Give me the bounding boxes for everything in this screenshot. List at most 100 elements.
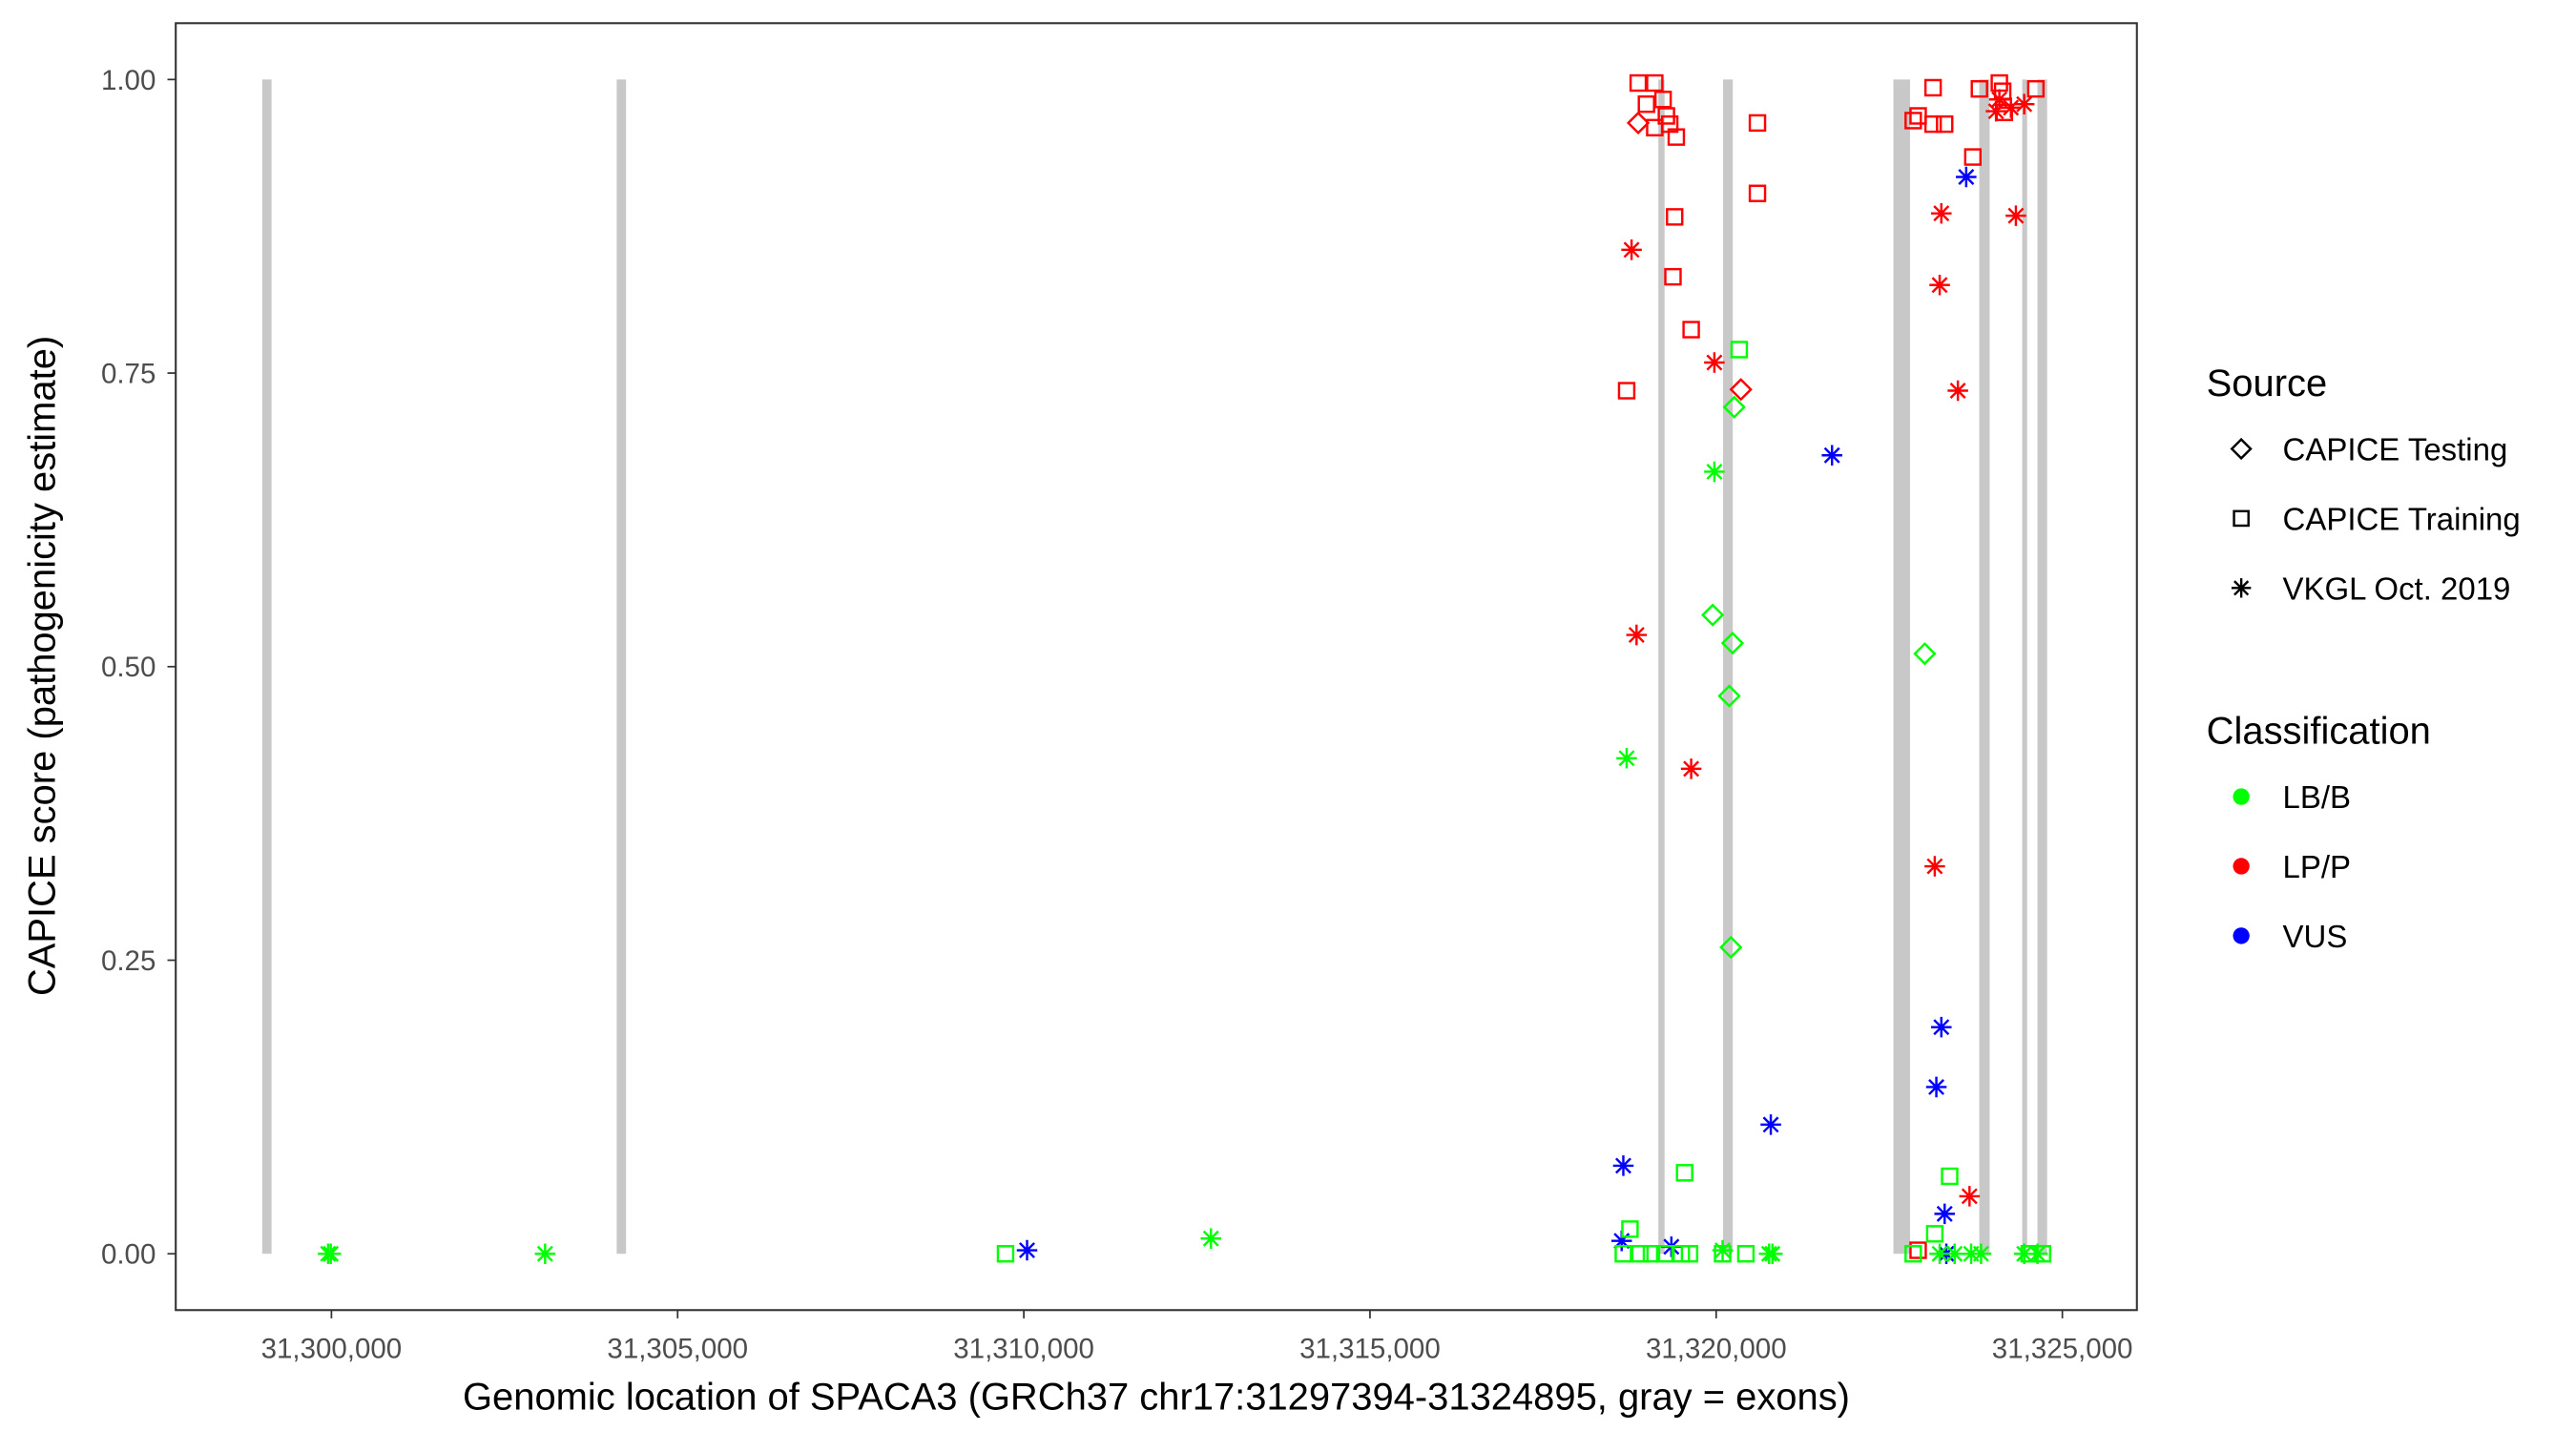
exon-band — [1658, 79, 1665, 1255]
diamond-marker — [1719, 935, 1743, 960]
square-marker — [1963, 148, 1983, 166]
plot-panel-background — [176, 23, 2137, 1311]
square-marker — [1629, 73, 1648, 93]
asterisk-marker — [1200, 1228, 1222, 1249]
square-marker — [1970, 79, 1988, 98]
asterisk-marker — [1988, 89, 2010, 111]
exon-band — [1979, 79, 1990, 1255]
data-point-vkgl — [1621, 239, 1642, 260]
square-marker — [1748, 114, 1767, 133]
diamond-marker — [1626, 111, 1651, 135]
data-point-vkgl — [1947, 380, 1968, 402]
legend-dot-icon — [2233, 858, 2250, 875]
legend-asterisk-icon — [2231, 578, 2252, 598]
square-marker — [1642, 1245, 1661, 1263]
data-point-testing — [1722, 395, 1746, 419]
data-point-training — [1655, 1245, 1674, 1263]
asterisk-marker — [1761, 1243, 1783, 1265]
data-point-vkgl — [2000, 97, 2022, 118]
asterisk-marker — [1760, 1114, 1781, 1135]
exon-band — [1893, 79, 1910, 1255]
data-point-vkgl — [1712, 1239, 1734, 1261]
square-marker — [1680, 1245, 1699, 1263]
asterisk-marker — [1956, 166, 1977, 188]
asterisk-marker — [2013, 1243, 2035, 1265]
data-point-vkgl — [1016, 1239, 1038, 1261]
asterisk-marker — [1610, 1230, 1632, 1252]
asterisk-marker — [1616, 748, 1637, 769]
x-axis-title: Genomic location of SPACA3 (GRCh37 chr17… — [463, 1376, 1850, 1418]
asterisk-marker — [1704, 461, 1725, 483]
data-point-training — [1682, 321, 1700, 339]
data-point-vkgl — [1200, 1228, 1222, 1249]
data-point-vkgl — [1704, 461, 1725, 483]
square-marker — [1666, 208, 1684, 226]
asterisk-marker — [1704, 352, 1725, 373]
data-point-vkgl — [1970, 1243, 1992, 1265]
square-marker — [1637, 94, 1655, 114]
asterisk-marker — [1947, 380, 1968, 402]
data-point-training — [1925, 1225, 1944, 1243]
data-point-vkgl — [1924, 856, 1945, 877]
asterisk-marker — [1821, 445, 1842, 466]
data-point-training — [1941, 1167, 1959, 1186]
square-marker — [1655, 1245, 1674, 1263]
data-point-vkgl — [1821, 445, 1842, 466]
data-point-training — [1748, 114, 1767, 133]
data-point-training — [1748, 184, 1767, 202]
data-point-training — [2026, 79, 2046, 98]
exon-band — [2037, 79, 2047, 1255]
data-point-vkgl — [1934, 1203, 1956, 1225]
data-point-vkgl — [534, 1243, 556, 1265]
data-point-vkgl — [1956, 166, 1977, 188]
exon-bands — [261, 79, 2047, 1255]
square-marker — [1730, 341, 1749, 359]
square-marker — [2233, 509, 2250, 528]
asterisk-marker — [1931, 202, 1952, 224]
diamond-marker — [1717, 684, 1741, 708]
legend-source-label: VKGL Oct. 2019 — [2283, 570, 2511, 606]
square-marker — [1614, 1245, 1632, 1263]
square-marker — [1941, 1167, 1959, 1186]
x-tick-label: 31,325,000 — [1992, 1334, 2133, 1365]
data-point-vkgl — [1612, 1155, 1634, 1176]
asterisk-marker — [1985, 100, 2006, 122]
data-point-vkgl — [2005, 205, 2026, 226]
data-point-vkgl — [320, 1243, 342, 1265]
square-marker — [1682, 321, 1700, 339]
square-marker — [1675, 1164, 1693, 1182]
data-point-training — [1621, 1220, 1639, 1238]
legend-class-label: LP/P — [2283, 849, 2351, 884]
data-point-training — [1664, 267, 1682, 286]
asterisk-marker — [2005, 205, 2026, 226]
square-marker — [1617, 382, 1636, 400]
data-point-training — [1923, 114, 1942, 134]
data-point-vkgl — [2013, 93, 2035, 114]
data-point-testing — [1913, 642, 1937, 666]
asterisk-marker — [1959, 1186, 1981, 1207]
asterisk-marker — [1925, 1076, 1947, 1098]
square-marker — [1653, 91, 1672, 109]
x-tick-label: 31,300,000 — [261, 1334, 403, 1365]
data-point-vkgl — [1985, 100, 2006, 122]
asterisk-marker — [2231, 578, 2252, 598]
y-tick-label: 0.50 — [101, 652, 156, 683]
data-point-vkgl — [1626, 624, 1648, 646]
data-point-training — [1653, 91, 1672, 109]
square-marker — [1621, 1220, 1639, 1238]
square-marker — [1923, 78, 1942, 97]
asterisk-marker — [1934, 1203, 1956, 1225]
data-point-training — [1667, 128, 1686, 146]
legend-source-label: CAPICE Testing — [2283, 432, 2508, 467]
data-point-training — [1666, 208, 1684, 226]
x-tick-label: 31,310,000 — [953, 1334, 1094, 1365]
square-marker — [1748, 184, 1767, 202]
data-point-vkgl — [1680, 758, 1702, 779]
asterisk-marker — [1612, 1155, 1634, 1176]
exon-band — [261, 79, 272, 1255]
square-marker — [1631, 1245, 1650, 1263]
square-marker — [996, 1245, 1015, 1263]
y-tick-label: 0.00 — [101, 1239, 156, 1271]
square-marker — [1904, 1245, 1922, 1263]
data-point-vkgl — [1760, 1114, 1781, 1135]
